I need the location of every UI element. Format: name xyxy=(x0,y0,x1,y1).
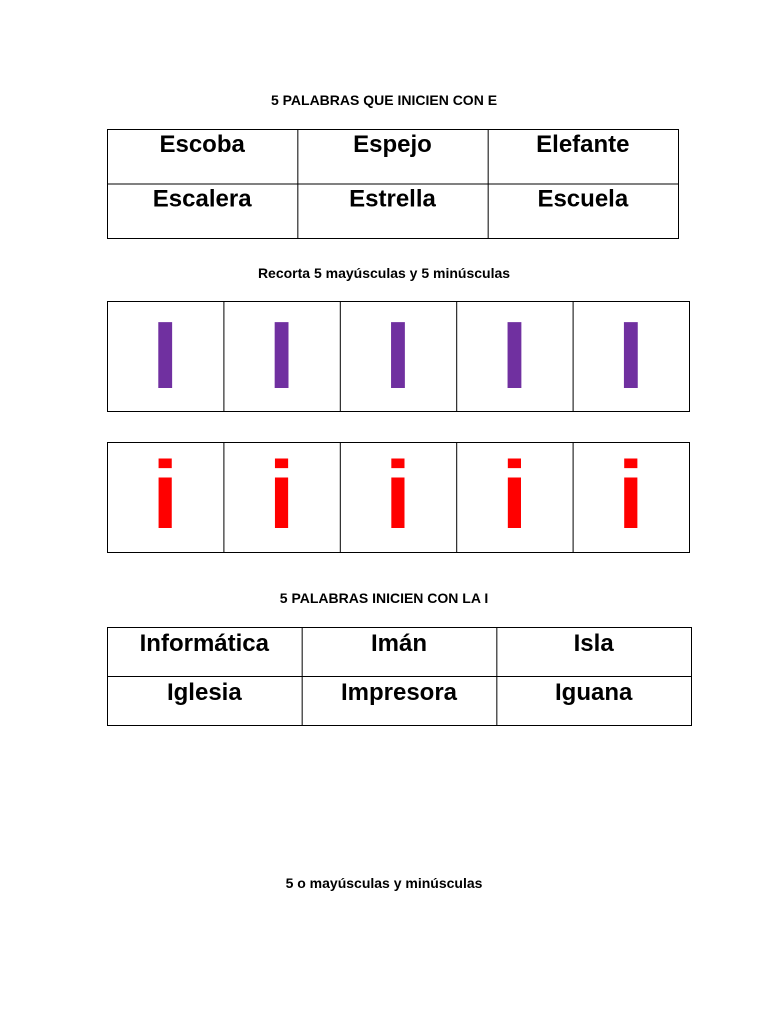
table-border xyxy=(107,301,690,412)
table-cell: Escalera xyxy=(153,186,252,213)
table-cell: Espejo xyxy=(353,131,432,158)
table-cell: Escuela xyxy=(537,186,628,213)
heading: 5 PALABRAS QUE INICIEN CON E xyxy=(271,92,497,108)
letter: i xyxy=(152,442,179,549)
table-cell: Impresora xyxy=(341,679,458,706)
letter: I xyxy=(268,302,295,409)
letter: i xyxy=(617,442,644,549)
heading: 5 PALABRAS INICIEN CON LA I xyxy=(280,590,488,606)
table-cell: Informática xyxy=(140,630,270,657)
table-cell: Isla xyxy=(574,630,615,657)
letter: i xyxy=(385,442,412,549)
letter: I xyxy=(617,302,644,409)
letter: I xyxy=(501,302,528,409)
heading: Recorta 5 mayúsculas y 5 minúsculas xyxy=(258,265,510,281)
table-cell: Imán xyxy=(371,630,427,657)
table-cell: Elefante xyxy=(536,131,629,158)
table-cell: Iguana xyxy=(555,679,633,706)
letter: I xyxy=(385,302,412,409)
table-cell: Escoba xyxy=(159,131,245,158)
table-cell: Estrella xyxy=(349,186,436,213)
table-cell: Iglesia xyxy=(167,679,242,706)
heading: 5 o mayúsculas y minúsculas xyxy=(286,875,483,891)
table-border xyxy=(107,442,690,553)
letter: I xyxy=(152,302,179,409)
letter: i xyxy=(501,442,528,549)
letter: i xyxy=(268,442,295,549)
